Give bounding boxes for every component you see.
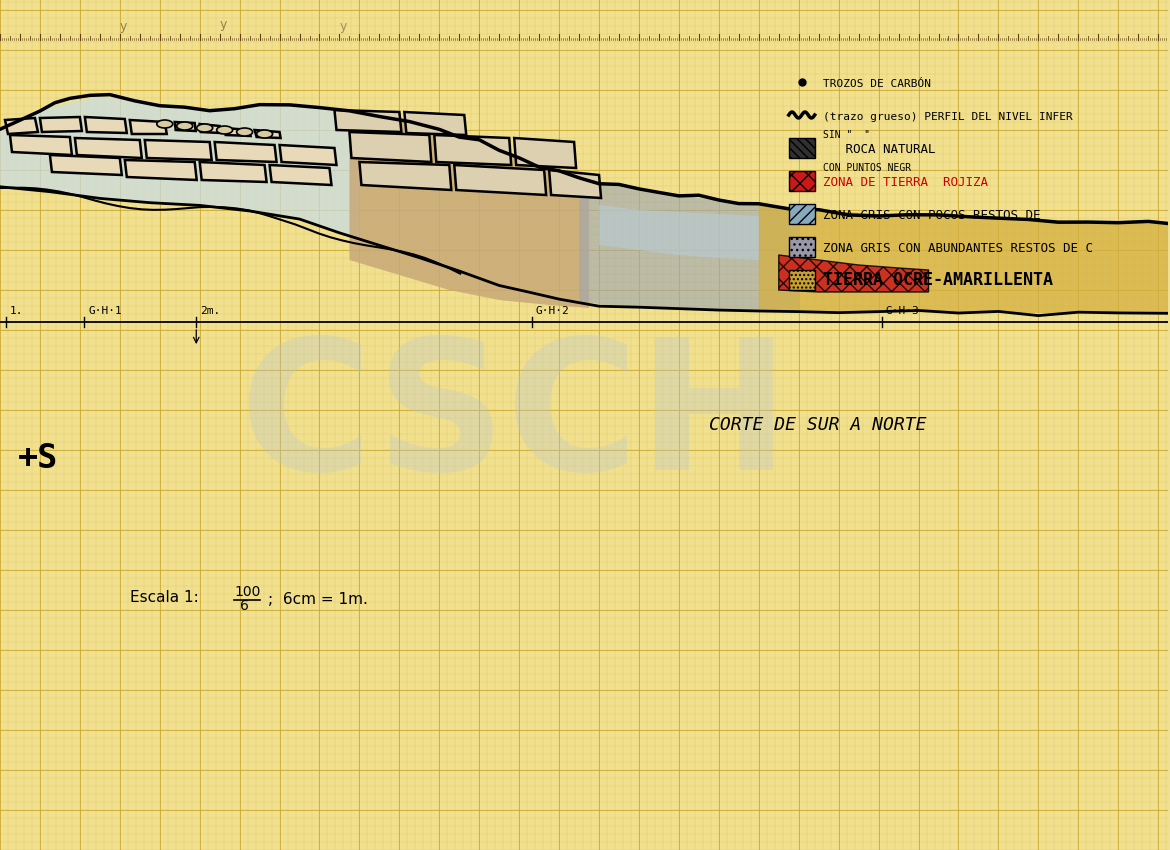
Polygon shape bbox=[85, 117, 126, 133]
Polygon shape bbox=[549, 170, 601, 198]
Text: Escala 1:: Escala 1: bbox=[130, 590, 199, 605]
Polygon shape bbox=[130, 120, 167, 134]
Polygon shape bbox=[225, 128, 250, 136]
FancyBboxPatch shape bbox=[789, 270, 814, 290]
Polygon shape bbox=[454, 165, 546, 195]
Polygon shape bbox=[75, 138, 142, 158]
Polygon shape bbox=[280, 145, 337, 165]
Ellipse shape bbox=[216, 126, 233, 134]
Text: TIERRA OCRE-AMARILLENTA: TIERRA OCRE-AMARILLENTA bbox=[823, 271, 1053, 289]
Text: (trazo grueso) PERFIL DEL NIVEL INFER: (trazo grueso) PERFIL DEL NIVEL INFER bbox=[823, 112, 1073, 122]
Polygon shape bbox=[200, 124, 221, 133]
Polygon shape bbox=[40, 117, 82, 132]
Text: 100: 100 bbox=[235, 585, 261, 599]
Text: G·H·2: G·H·2 bbox=[536, 306, 570, 316]
Text: 1.: 1. bbox=[9, 306, 23, 316]
Ellipse shape bbox=[256, 130, 273, 138]
Text: SIN "  ": SIN " " bbox=[823, 130, 869, 140]
Text: ZONA GRIS CON POCOS RESTOS DE: ZONA GRIS CON POCOS RESTOS DE bbox=[823, 209, 1040, 222]
Polygon shape bbox=[125, 160, 197, 180]
Text: y: y bbox=[339, 20, 346, 33]
Text: +S: +S bbox=[18, 442, 58, 475]
Polygon shape bbox=[579, 178, 799, 312]
Text: ROCA NATURAL: ROCA NATURAL bbox=[823, 143, 935, 156]
Text: CORTE DE SUR A NORTE: CORTE DE SUR A NORTE bbox=[709, 416, 927, 434]
Polygon shape bbox=[759, 205, 1168, 313]
Polygon shape bbox=[514, 138, 576, 168]
Text: TROZOS DE CARBÓN: TROZOS DE CARBÓN bbox=[823, 79, 930, 89]
Polygon shape bbox=[11, 135, 71, 155]
Text: y: y bbox=[220, 18, 227, 31]
Text: 2m.: 2m. bbox=[200, 306, 220, 316]
Text: y: y bbox=[119, 20, 128, 33]
Polygon shape bbox=[359, 162, 452, 190]
Polygon shape bbox=[214, 142, 276, 162]
Polygon shape bbox=[200, 162, 267, 182]
Polygon shape bbox=[434, 135, 511, 165]
FancyBboxPatch shape bbox=[789, 204, 814, 224]
Ellipse shape bbox=[157, 120, 173, 128]
Polygon shape bbox=[779, 255, 929, 292]
Polygon shape bbox=[405, 112, 467, 135]
Polygon shape bbox=[5, 118, 37, 134]
Text: ZONA GRIS CON ABUNDANTES RESTOS DE C: ZONA GRIS CON ABUNDANTES RESTOS DE C bbox=[823, 242, 1093, 255]
Polygon shape bbox=[350, 110, 589, 308]
Text: 6: 6 bbox=[240, 599, 248, 613]
Polygon shape bbox=[350, 132, 432, 162]
Polygon shape bbox=[50, 155, 122, 175]
Text: CON PUNTOS NEGR: CON PUNTOS NEGR bbox=[823, 163, 910, 173]
FancyBboxPatch shape bbox=[789, 138, 814, 158]
Text: G·H·1: G·H·1 bbox=[88, 306, 122, 316]
Polygon shape bbox=[335, 110, 401, 132]
Polygon shape bbox=[0, 96, 359, 239]
Text: CSCH: CSCH bbox=[240, 332, 790, 508]
Ellipse shape bbox=[236, 128, 253, 136]
FancyBboxPatch shape bbox=[789, 237, 814, 257]
Polygon shape bbox=[174, 122, 195, 131]
FancyBboxPatch shape bbox=[789, 171, 814, 191]
Polygon shape bbox=[269, 165, 331, 185]
Text: G·H·3: G·H·3 bbox=[886, 306, 920, 316]
Ellipse shape bbox=[177, 122, 193, 130]
Text: ;  6cm = 1m.: ; 6cm = 1m. bbox=[268, 592, 367, 607]
Polygon shape bbox=[145, 140, 212, 160]
Polygon shape bbox=[255, 130, 281, 138]
Ellipse shape bbox=[197, 124, 213, 132]
Polygon shape bbox=[599, 205, 759, 260]
Text: ZONA DE TIERRA  ROJIZA: ZONA DE TIERRA ROJIZA bbox=[823, 176, 987, 189]
